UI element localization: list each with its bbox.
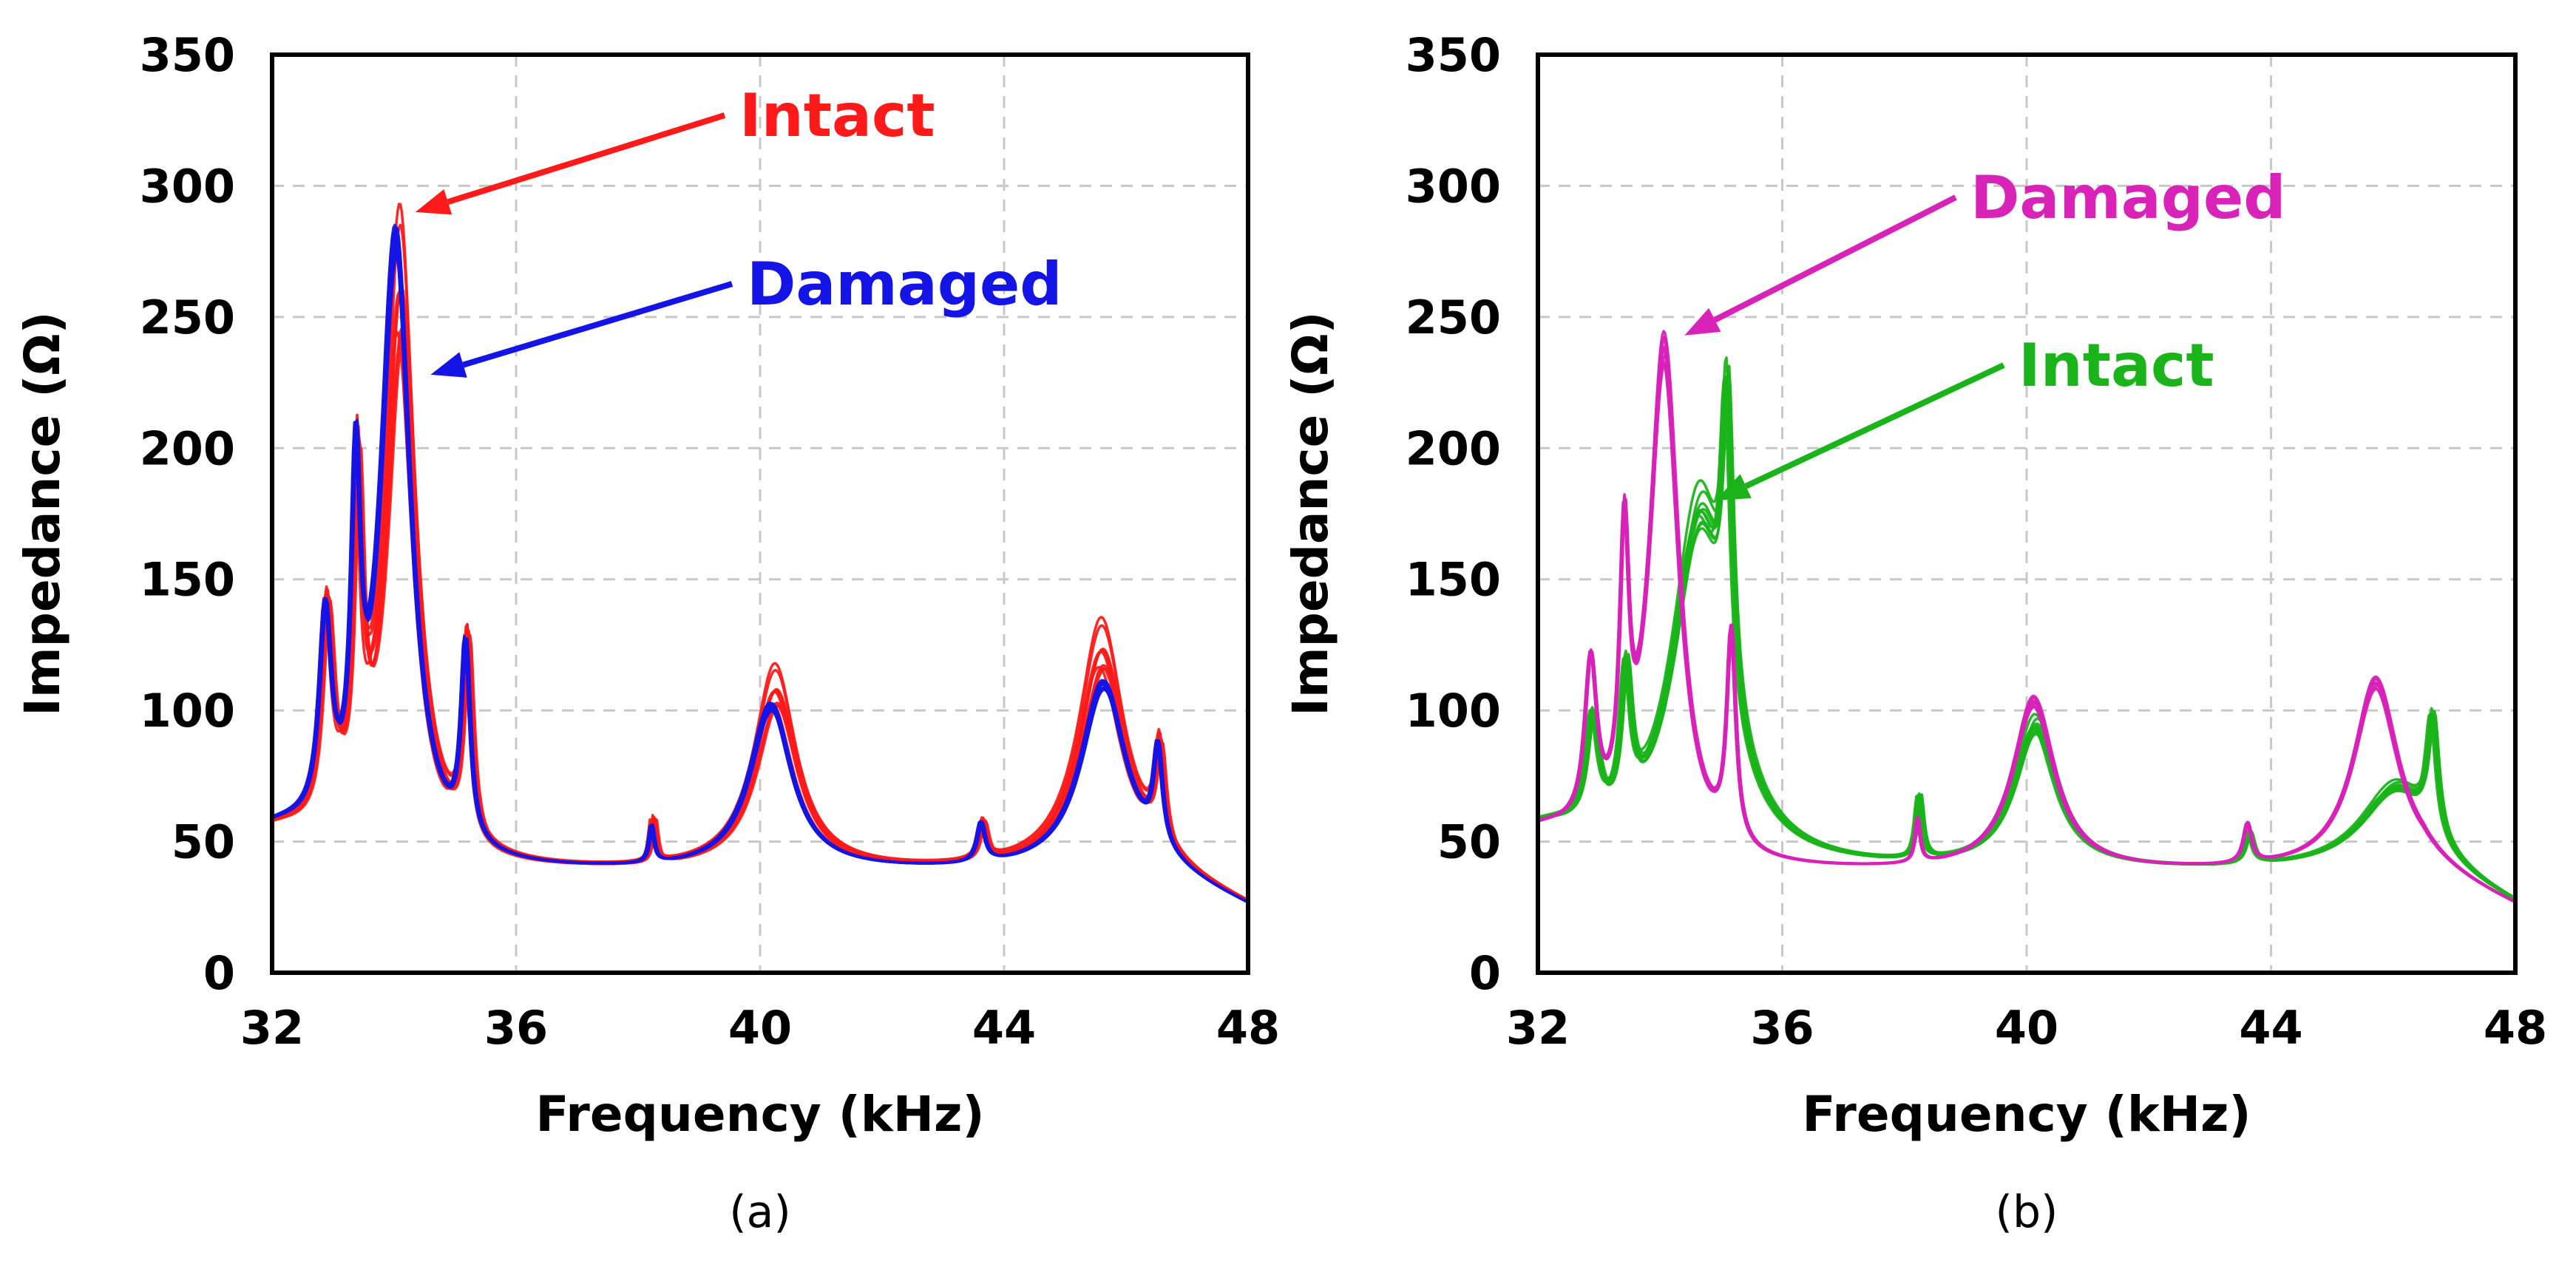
y-axis-title: Impedance (Ω) <box>14 311 71 716</box>
series-line-intact-10 <box>272 203 1248 902</box>
annotation-arrow-shaft <box>1744 362 2005 489</box>
annotation-arrow-head <box>415 188 453 215</box>
chart-panel-b: 32 36 40 44 48 0 50 100 150 200 250 300 350 Frequency… <box>1282 28 2547 1238</box>
y-tick-label: 200 <box>140 421 235 475</box>
annotation-arrow-shaft <box>462 281 733 368</box>
plot-frame <box>270 52 1250 975</box>
series-line-intact-10 <box>1538 356 2515 900</box>
series-line-damaged-8 <box>272 231 1248 904</box>
series-line-damaged-8 <box>1538 330 2515 903</box>
panel-label: (a) <box>729 1186 791 1238</box>
y-tick-label: 150 <box>140 553 235 607</box>
y-tick-label: 100 <box>1406 684 1501 738</box>
curves <box>272 203 1248 904</box>
x-tick-label: 48 <box>1216 1001 1280 1055</box>
curves <box>1538 330 2515 904</box>
annotation-intact: Intact <box>739 81 935 150</box>
y-tick-label: 300 <box>140 159 235 213</box>
x-tick-label: 36 <box>484 1001 548 1055</box>
y-tick-label: 0 <box>1469 946 1501 1000</box>
y-tick-label: 300 <box>1406 159 1501 213</box>
x-tick-label: 32 <box>240 1001 304 1055</box>
grid <box>272 55 1248 973</box>
y-tick-label: 50 <box>172 815 235 869</box>
y-tick-label: 250 <box>1406 290 1501 344</box>
x-tick-label: 44 <box>2239 1001 2302 1055</box>
x-axis-title: Frequency (kHz) <box>1802 1086 2251 1143</box>
y-tick-label: 250 <box>140 290 235 344</box>
panel-label: (b) <box>1996 1186 2058 1238</box>
x-tick-label: 32 <box>1506 1001 1570 1055</box>
y-axis-title: Impedance (Ω) <box>1282 311 1339 716</box>
y-tick-label: 150 <box>1406 553 1501 607</box>
x-tick-label: 48 <box>2484 1001 2547 1055</box>
y-tick-label: 0 <box>203 946 235 1000</box>
y-tick-label: 350 <box>140 28 235 82</box>
x-tick-label: 44 <box>972 1001 1036 1055</box>
annotation-arrow-head <box>1684 307 1721 336</box>
chart-panel-a: 32 36 40 44 48 0 50 100 150 200 250 300 350 Frequency… <box>14 28 1280 1238</box>
annotation-arrow-head <box>430 352 467 378</box>
annotation-arrow-shaft <box>1713 194 1957 323</box>
x-axis-title: Frequency (kHz) <box>535 1086 984 1143</box>
annotation-damaged: Damaged <box>1970 163 2286 232</box>
x-tick-label: 40 <box>1995 1001 2058 1055</box>
y-tick-label: 100 <box>140 684 235 738</box>
annotation-damaged: Damaged <box>747 250 1062 319</box>
grid <box>1538 55 2515 973</box>
annotation-arrow-shaft <box>447 112 726 205</box>
annotation-arrow-head <box>1715 474 1752 501</box>
y-tick-label: 50 <box>1437 815 1501 869</box>
x-tick-label: 36 <box>1750 1001 1814 1055</box>
plot-frame <box>1536 52 2518 975</box>
y-tick-label: 200 <box>1406 421 1501 475</box>
annotation-intact: Intact <box>2019 331 2214 400</box>
series-line-intact-9 <box>1538 364 2515 900</box>
x-tick-label: 40 <box>728 1001 792 1055</box>
y-tick-label: 350 <box>1406 28 1501 82</box>
